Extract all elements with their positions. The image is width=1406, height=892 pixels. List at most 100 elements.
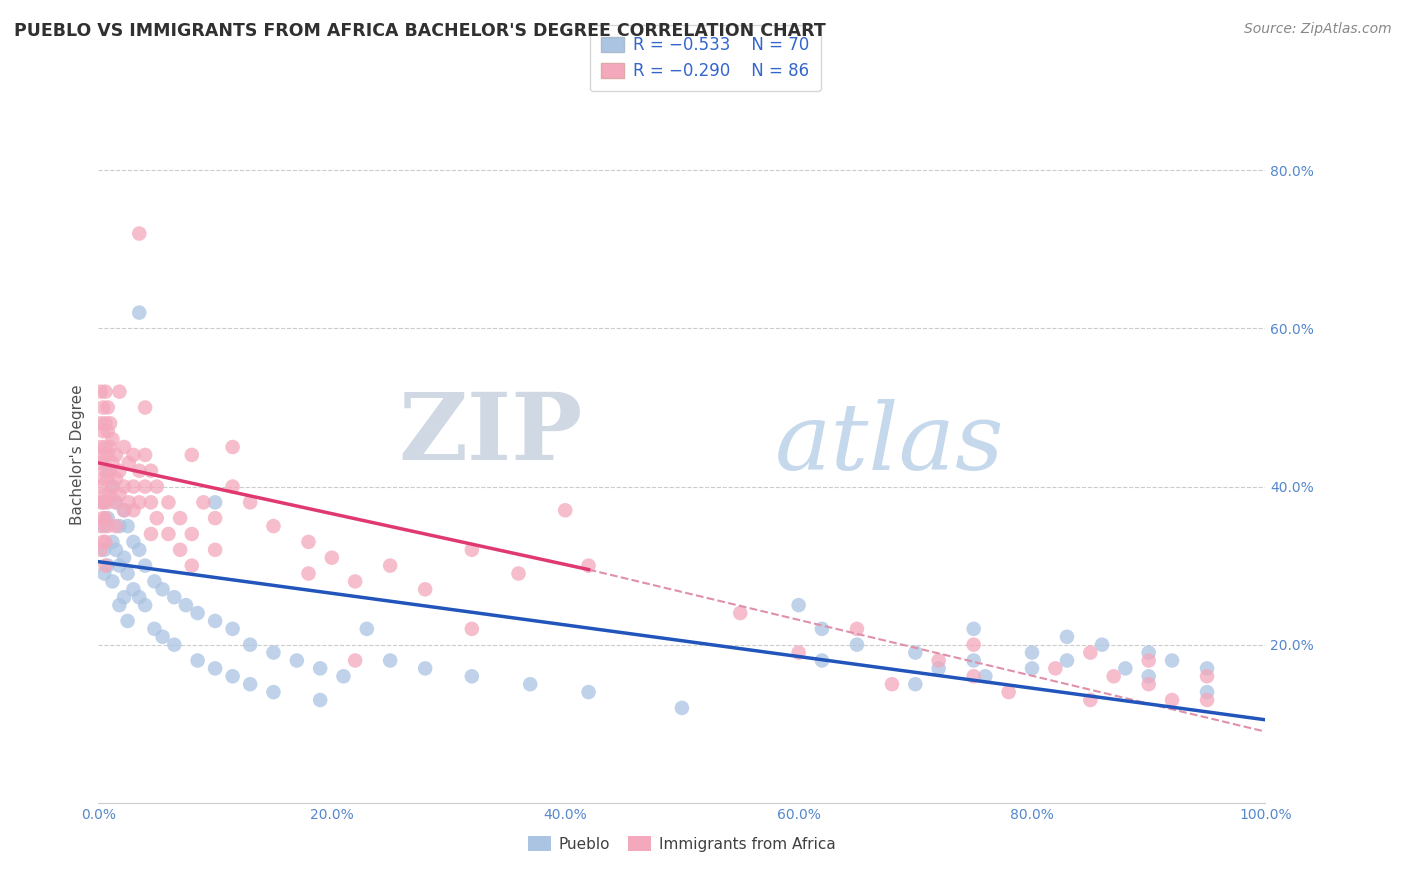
- Point: [239, 677, 262, 691]
- Point: [1080, 693, 1102, 707]
- Point: [297, 534, 319, 549]
- Text: Source: ZipAtlas.com: Source: ZipAtlas.com: [1244, 22, 1392, 37]
- Point: [1195, 693, 1218, 707]
- Point: [204, 614, 226, 628]
- Point: [332, 669, 354, 683]
- Point: [1195, 661, 1218, 675]
- Point: [128, 227, 150, 241]
- Point: [90, 384, 112, 399]
- Point: [97, 511, 120, 525]
- Point: [122, 479, 145, 493]
- Point: [152, 630, 174, 644]
- Point: [93, 495, 115, 509]
- Point: [108, 519, 131, 533]
- Point: [134, 598, 156, 612]
- Point: [1161, 693, 1184, 707]
- Point: [157, 527, 180, 541]
- Point: [1021, 646, 1043, 660]
- Point: [101, 456, 124, 470]
- Point: [128, 305, 150, 319]
- Point: [461, 542, 484, 557]
- Point: [962, 638, 984, 652]
- Point: [554, 503, 576, 517]
- Point: [112, 503, 135, 517]
- Point: [97, 424, 120, 438]
- Point: [128, 464, 150, 478]
- Point: [262, 646, 284, 660]
- Point: [1195, 685, 1218, 699]
- Point: [90, 495, 112, 509]
- Point: [101, 574, 124, 589]
- Point: [112, 591, 135, 605]
- Point: [112, 503, 135, 517]
- Point: [139, 464, 162, 478]
- Point: [93, 519, 115, 533]
- Point: [380, 653, 402, 667]
- Point: [112, 550, 135, 565]
- Point: [90, 542, 112, 557]
- Point: [904, 646, 927, 660]
- Point: [1137, 646, 1160, 660]
- Point: [787, 646, 810, 660]
- Point: [1056, 653, 1078, 667]
- Point: [94, 487, 117, 501]
- Point: [108, 598, 131, 612]
- Point: [128, 495, 150, 509]
- Point: [139, 527, 162, 541]
- Point: [180, 527, 202, 541]
- Point: [1114, 661, 1136, 675]
- Point: [519, 677, 541, 691]
- Point: [94, 417, 117, 431]
- Point: [91, 448, 114, 462]
- Point: [90, 519, 112, 533]
- Point: [146, 511, 169, 525]
- Point: [146, 479, 169, 493]
- Point: [1137, 677, 1160, 691]
- Point: [1080, 646, 1102, 660]
- Point: [262, 519, 284, 533]
- Point: [204, 661, 226, 675]
- Point: [578, 558, 600, 573]
- Point: [787, 598, 810, 612]
- Point: [97, 519, 120, 533]
- Point: [508, 566, 530, 581]
- Point: [94, 440, 117, 454]
- Text: ZIP: ZIP: [398, 389, 582, 479]
- Point: [108, 384, 131, 399]
- Point: [309, 693, 332, 707]
- Point: [94, 511, 117, 525]
- Point: [309, 661, 332, 675]
- Point: [128, 542, 150, 557]
- Point: [101, 479, 124, 493]
- Point: [143, 574, 166, 589]
- Point: [122, 582, 145, 597]
- Point: [90, 479, 112, 493]
- Point: [91, 495, 114, 509]
- Point: [112, 479, 135, 493]
- Point: [122, 534, 145, 549]
- Point: [928, 653, 950, 667]
- Point: [93, 542, 115, 557]
- Point: [98, 487, 121, 501]
- Point: [97, 401, 120, 415]
- Point: [180, 448, 202, 462]
- Point: [169, 542, 191, 557]
- Point: [139, 495, 162, 509]
- Point: [94, 384, 117, 399]
- Point: [112, 440, 135, 454]
- Point: [90, 440, 112, 454]
- Point: [321, 550, 343, 565]
- Point: [904, 677, 927, 691]
- Point: [1091, 638, 1114, 652]
- Point: [356, 622, 378, 636]
- Point: [297, 566, 319, 581]
- Point: [104, 495, 127, 509]
- Point: [880, 677, 903, 691]
- Point: [117, 519, 139, 533]
- Point: [101, 432, 124, 446]
- Point: [97, 495, 120, 509]
- Point: [90, 417, 112, 431]
- Point: [97, 472, 120, 486]
- Point: [344, 574, 367, 589]
- Point: [221, 440, 243, 454]
